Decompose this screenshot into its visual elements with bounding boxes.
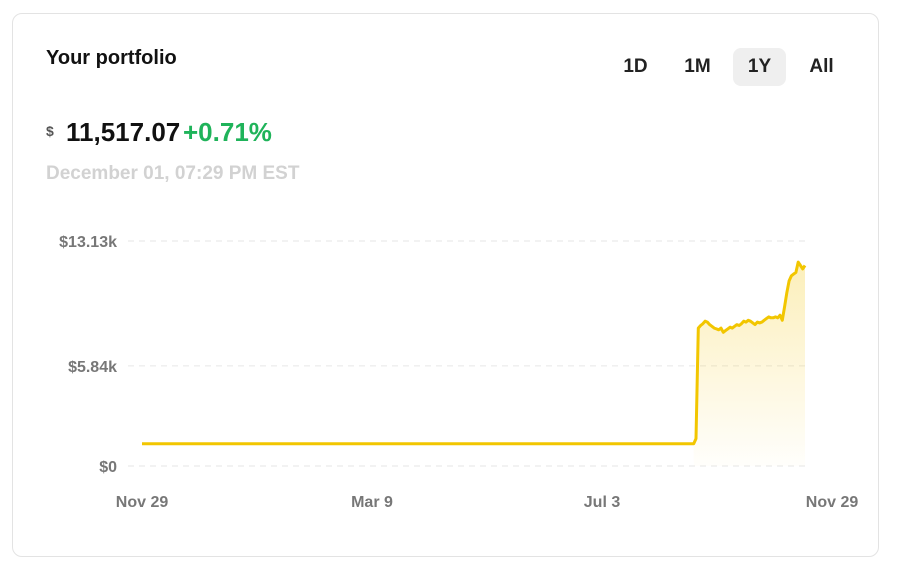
series-line xyxy=(142,260,807,446)
x-tick-label: Nov 29 xyxy=(116,494,169,511)
timestamp: December 01, 07:29 PM EST xyxy=(46,163,300,184)
x-tick-label: Mar 9 xyxy=(351,494,393,511)
card-title: Your portfolio xyxy=(46,47,177,69)
series-area xyxy=(693,262,805,466)
y-tick-label: $13.13k xyxy=(59,234,117,251)
tab-1d[interactable]: 1D xyxy=(623,56,648,77)
x-tick-label: Nov 29 xyxy=(806,494,859,511)
range-tabs: 1D 1M 1Y All xyxy=(600,48,848,86)
tab-1y[interactable]: 1Y xyxy=(733,48,786,86)
tab-1m[interactable]: 1M xyxy=(684,56,711,77)
tab-all[interactable]: All xyxy=(809,56,834,77)
portfolio-value: 11,517.07 xyxy=(66,117,181,147)
x-tick-label: Jul 3 xyxy=(584,494,621,511)
currency-symbol: $ xyxy=(46,123,54,139)
y-tick-label: $0 xyxy=(99,459,117,476)
percent-change: +0.71% xyxy=(183,117,272,147)
y-tick-label: $5.84k xyxy=(68,359,117,376)
